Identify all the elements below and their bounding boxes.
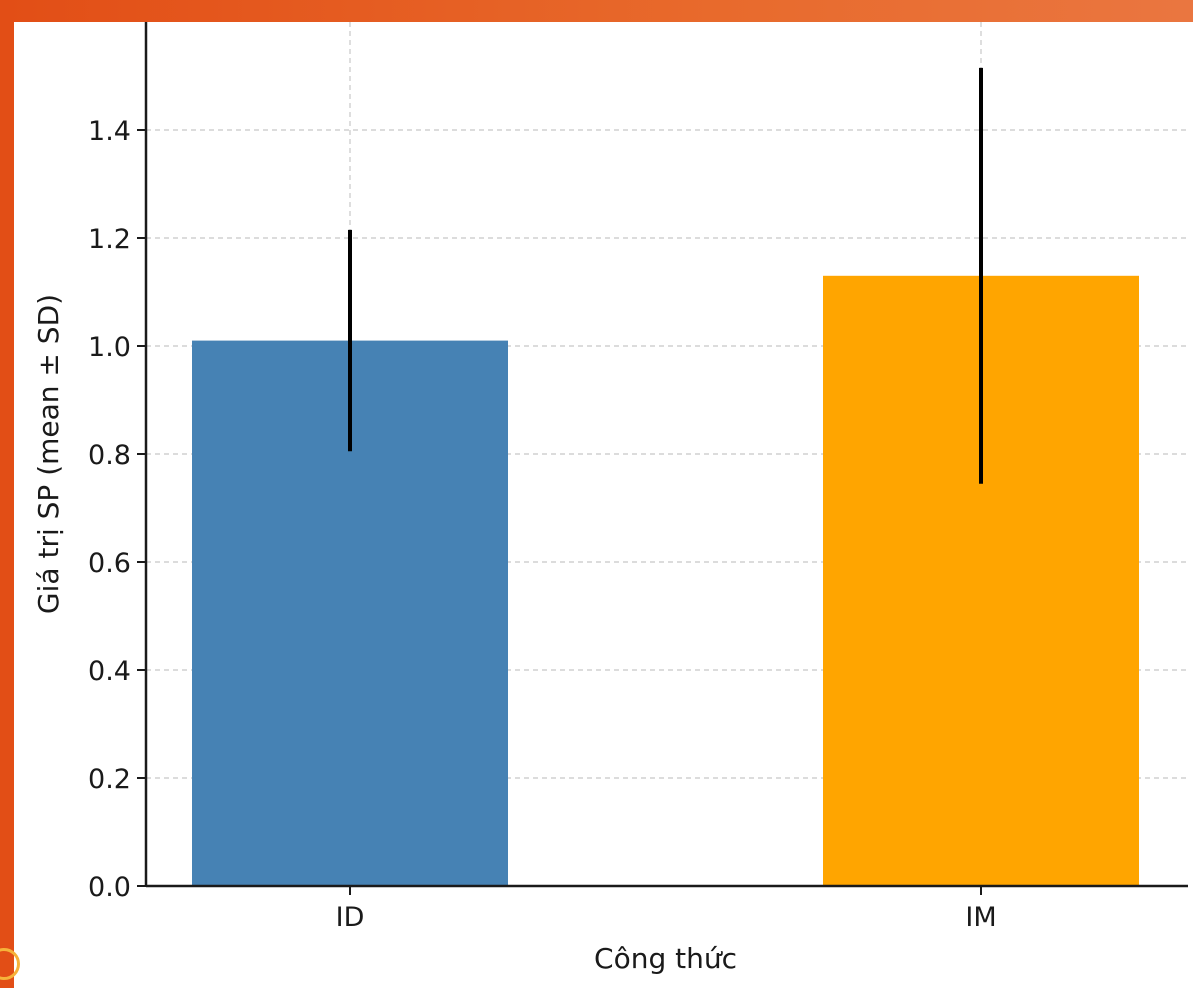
y-ticks: 0.0 0.2 0.4 0.6 0.8 1.0 1.2 1.4 [88, 116, 146, 903]
x-tick-label: IM [965, 902, 996, 933]
x-axis-label: Công thức [594, 942, 737, 975]
y-tick-label: 0.0 [88, 872, 131, 903]
x-ticks: ID IM [336, 886, 997, 933]
error-bars [348, 67, 983, 484]
y-tick-label: 1.2 [88, 224, 131, 255]
frame-top-border [0, 0, 1193, 22]
decorative-ring-icon [0, 948, 20, 980]
y-tick-label: 0.4 [88, 656, 131, 687]
x-tick-label: ID [336, 902, 365, 933]
y-tick-label: 0.2 [88, 764, 131, 795]
y-axis-label: Giá trị SP (mean ± SD) [32, 294, 65, 614]
bars [192, 275, 1139, 887]
frame-left-border [0, 0, 14, 988]
y-tick-label: 0.8 [88, 440, 131, 471]
y-tick-label: 0.6 [88, 548, 131, 579]
y-tick-label: 1.4 [88, 116, 131, 147]
y-tick-label: 1.0 [88, 332, 131, 363]
